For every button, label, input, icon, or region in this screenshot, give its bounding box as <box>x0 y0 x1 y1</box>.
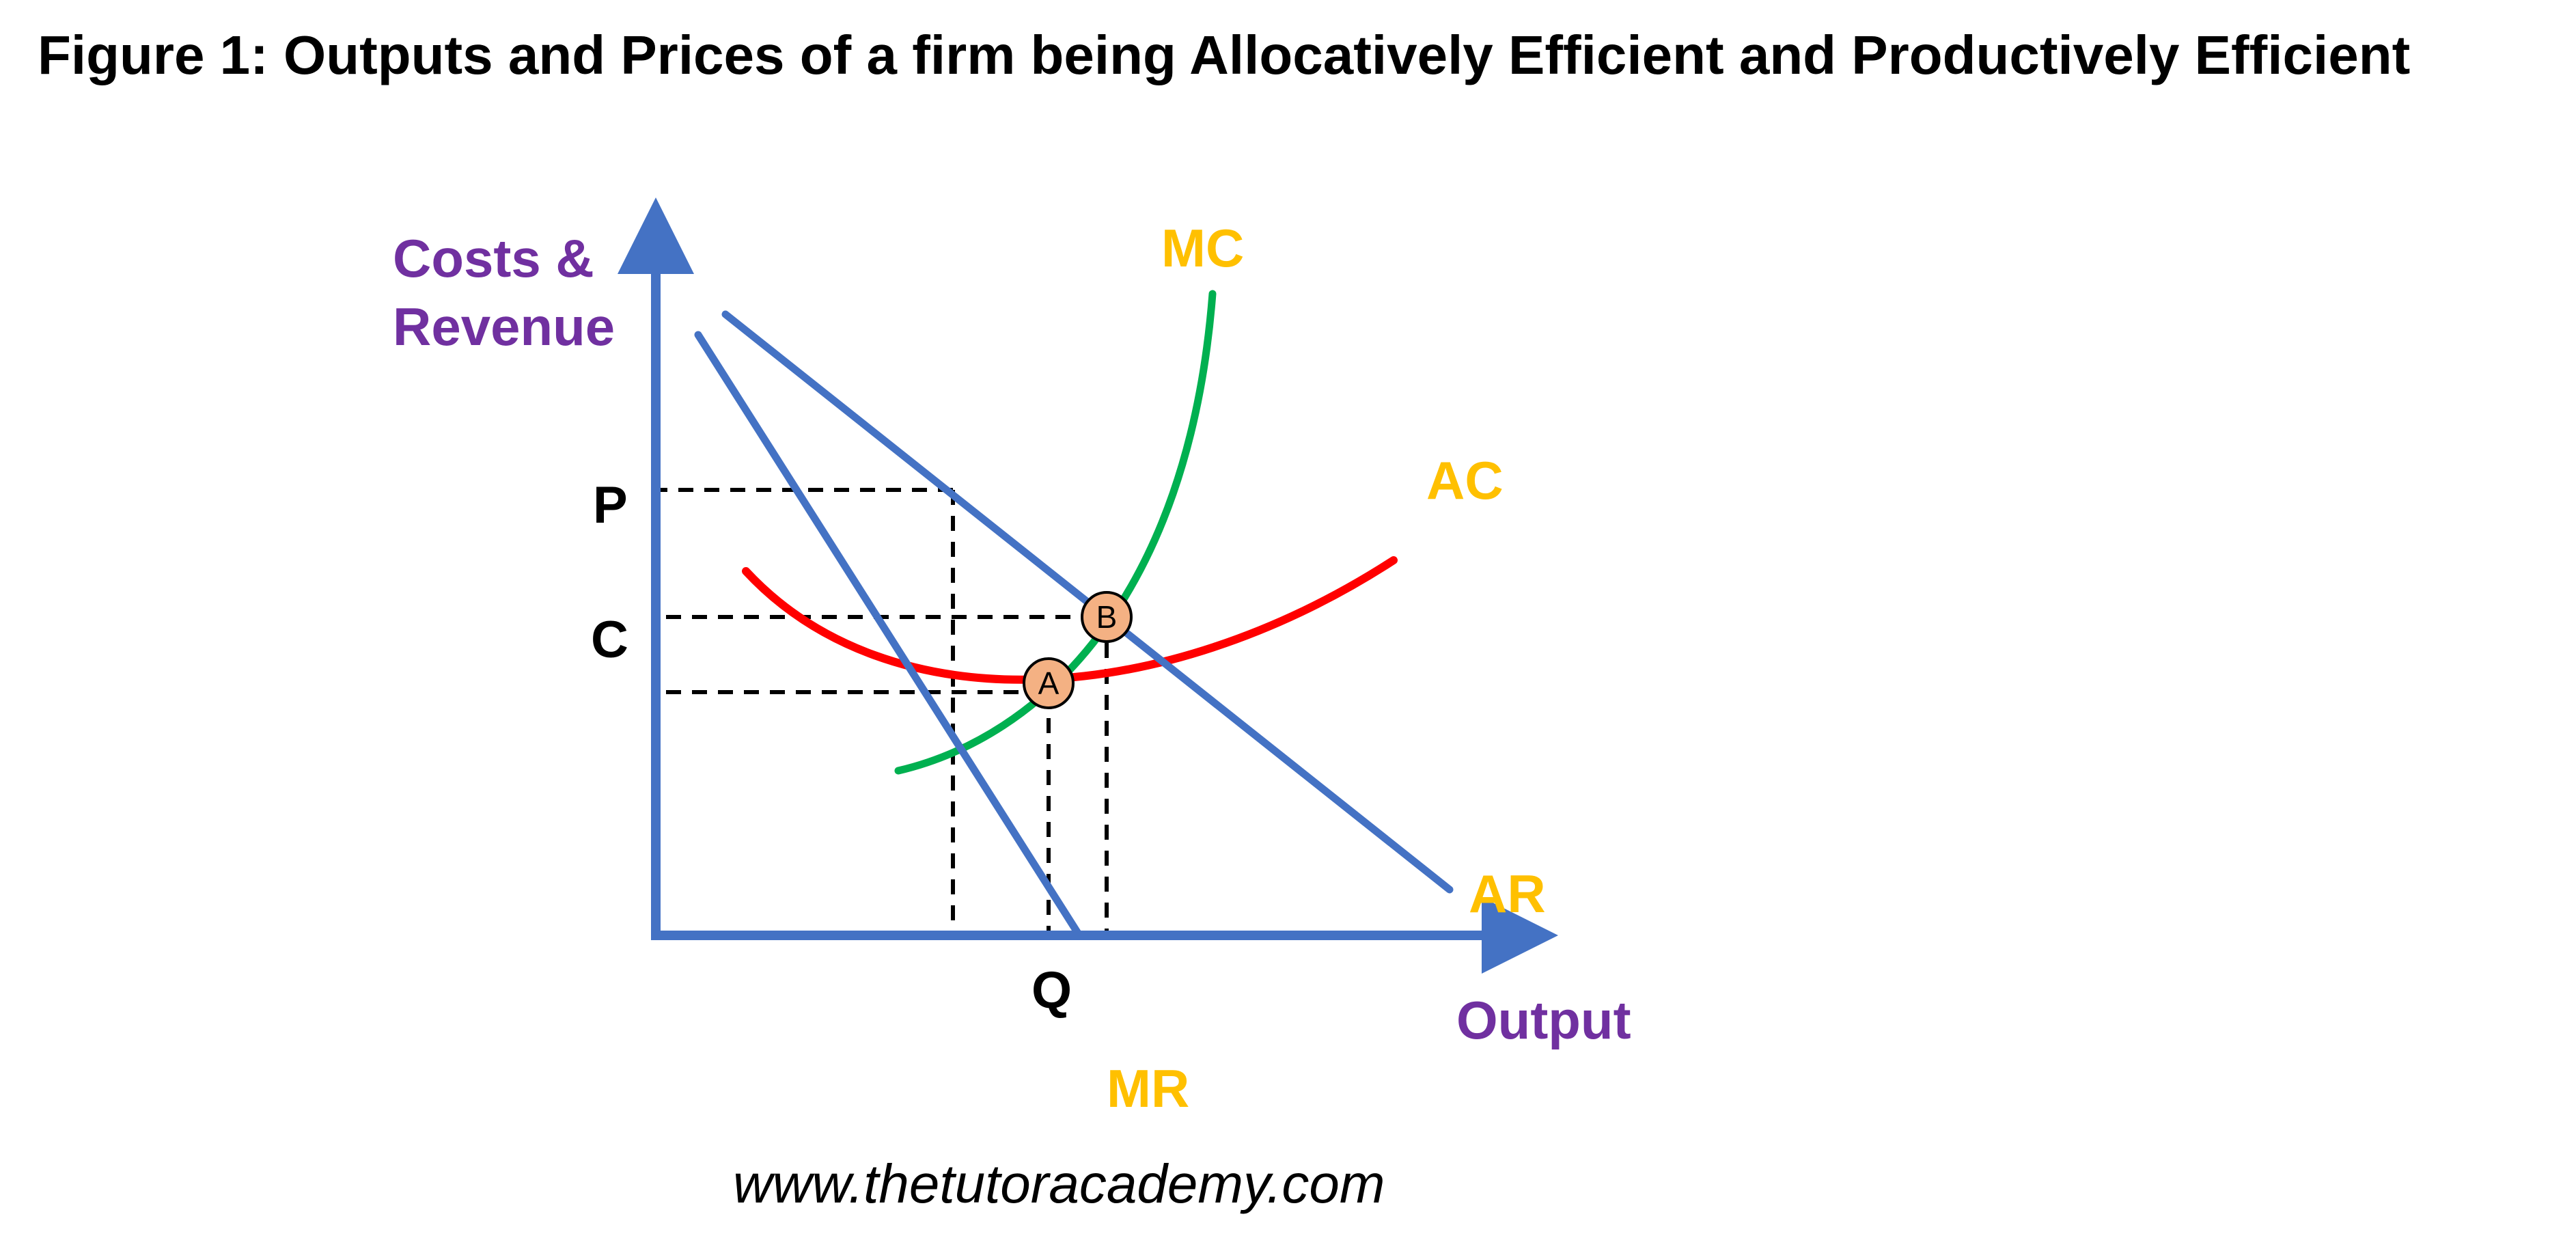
quantity-tick-label: Q <box>1031 961 1072 1019</box>
source-url: www.thetutoracademy.com <box>733 1153 1385 1214</box>
mr-label: MR <box>1107 1058 1189 1118</box>
point-a-marker <box>1023 657 1075 709</box>
point-b-marker <box>1081 591 1133 643</box>
x-axis-label: Output <box>1456 990 1631 1050</box>
ac-curve <box>742 556 1398 684</box>
point-a-label: A <box>1038 665 1060 701</box>
y-axis-label-line1: Costs & <box>393 228 594 288</box>
figure-title: Figure 1: Outputs and Prices of a firm b… <box>38 25 2410 85</box>
ac-label: AC <box>1426 450 1504 510</box>
point-b: B <box>1081 591 1133 643</box>
guide-lines <box>652 488 1109 931</box>
mr-line <box>694 331 1083 939</box>
mc-label: MC <box>1161 218 1244 278</box>
cost-tick-label: C <box>591 611 628 669</box>
price-tick-label: P <box>593 476 628 534</box>
point-b-label: B <box>1096 599 1118 635</box>
point-a: A <box>1023 657 1075 709</box>
ar-label: AR <box>1469 864 1546 924</box>
y-axis-label-line2: Revenue <box>393 297 615 357</box>
